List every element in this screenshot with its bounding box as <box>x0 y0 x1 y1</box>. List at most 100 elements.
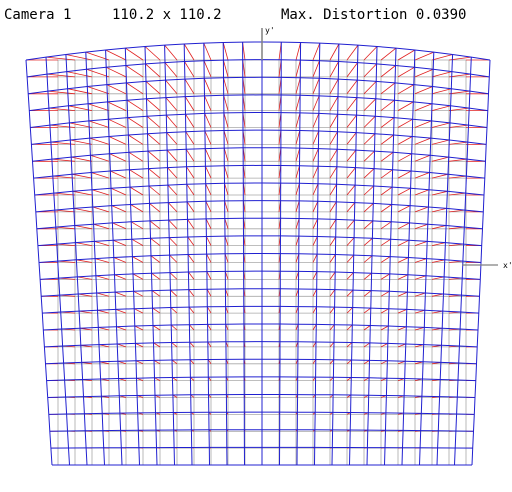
displacement-vector <box>312 253 318 263</box>
displacement-vector <box>146 98 161 111</box>
displacement-vector <box>164 62 178 78</box>
displacement-vector <box>90 154 110 162</box>
displacement-vector <box>363 63 377 78</box>
displacement-vector <box>397 136 413 145</box>
displacement-vector <box>312 289 318 297</box>
displacement-vector <box>94 241 110 246</box>
distorted-row-line <box>42 305 479 314</box>
displacement-vector <box>414 241 428 246</box>
displacement-vector <box>125 65 144 78</box>
displacement-vector <box>397 49 416 61</box>
displacement-vector <box>112 222 127 230</box>
displacement-vector <box>380 99 395 111</box>
displacement-vector <box>295 183 300 196</box>
displacement-vector <box>130 204 144 213</box>
displacement-vector <box>312 78 320 94</box>
displacement-vector <box>126 99 144 111</box>
displacement-vector <box>397 291 408 297</box>
displacement-vector <box>329 236 337 246</box>
displacement-vector <box>363 255 373 263</box>
displacement-vector <box>106 84 127 95</box>
displacement-vector <box>186 166 195 179</box>
displacement-vector <box>93 223 110 230</box>
displacement-vector <box>72 190 93 196</box>
displacement-vector <box>295 147 301 162</box>
displacement-vector <box>363 290 372 297</box>
displacement-vector <box>380 360 388 365</box>
displacement-vector <box>205 201 212 213</box>
displacement-vector <box>380 221 392 230</box>
distorted-row-line <box>41 288 480 297</box>
displacement-vector <box>190 377 195 381</box>
dimensions-readout: 110.2 x 110.2 <box>112 7 222 23</box>
displacement-vector <box>203 60 212 78</box>
displacement-vector <box>363 133 376 145</box>
displacement-vector <box>128 134 144 145</box>
displacement-vector <box>346 97 358 111</box>
displacement-vector <box>329 254 336 263</box>
displacement-vector <box>414 86 433 95</box>
displacement-vector <box>54 209 76 213</box>
y-axis-label: y' <box>265 26 275 35</box>
displacement-vector <box>224 218 229 229</box>
displacement-vector <box>207 324 212 331</box>
displacement-vector <box>448 158 468 162</box>
displacement-vector <box>45 56 76 61</box>
displacement-vector <box>363 115 376 128</box>
displacement-vector <box>144 46 161 61</box>
displacement-vector <box>204 130 212 145</box>
displacement-vector <box>363 185 374 196</box>
displacement-vector <box>346 167 356 179</box>
displacement-vector <box>295 200 300 213</box>
displacement-vector <box>380 343 388 348</box>
header-bar: Camera 1 110.2 x 110.2 Max. Distortion 0… <box>0 0 512 28</box>
displacement-vector <box>329 43 340 61</box>
displacement-vector <box>168 237 178 246</box>
displacement-vector <box>126 82 144 95</box>
displacement-vector <box>397 239 410 246</box>
distorted-row-line <box>45 358 477 365</box>
displacement-vector <box>189 359 195 365</box>
displacement-vector <box>414 189 430 196</box>
displacement-vector <box>380 273 391 280</box>
displacement-vector <box>414 206 429 213</box>
displacement-vector <box>132 256 144 263</box>
displacement-vector <box>380 117 395 128</box>
displacement-vector <box>346 377 352 381</box>
displacement-vector <box>224 183 229 196</box>
displacement-vector <box>346 307 353 314</box>
displacement-vector <box>170 324 178 331</box>
displacement-vector <box>149 220 161 230</box>
displacement-vector <box>96 292 110 297</box>
displacement-vector <box>168 202 178 213</box>
displacement-vector <box>223 77 229 94</box>
displacement-vector <box>109 153 127 162</box>
displacement-vector <box>329 131 338 145</box>
displacement-vector <box>71 156 93 162</box>
x-axis-label: x' <box>503 261 512 270</box>
distorted-row-line <box>27 59 490 78</box>
max-distortion-readout: Max. Distortion 0.0390 <box>281 7 467 23</box>
axes: y' x' <box>261 26 512 270</box>
displacement-vector <box>129 186 144 196</box>
displacement-vector <box>329 271 336 280</box>
displacement-vector <box>346 132 357 145</box>
displacement-vector <box>184 61 195 78</box>
displacement-vector <box>168 219 178 230</box>
displacement-vector <box>448 192 466 196</box>
displacement-vector <box>107 101 127 111</box>
displacement-vector <box>153 342 161 348</box>
displacement-vector <box>148 168 161 179</box>
displacement-vector <box>380 308 389 314</box>
displacement-vector <box>346 272 354 280</box>
displacement-vector <box>129 169 144 179</box>
displacement-vector <box>127 117 144 128</box>
displacement-vector <box>312 95 320 111</box>
distorted-column-line <box>401 49 416 466</box>
displacement-vector <box>397 101 414 111</box>
distorted-row-line <box>48 411 475 415</box>
displacement-vector <box>397 309 407 314</box>
displacement-vector <box>380 238 391 246</box>
displacement-vector <box>187 254 195 263</box>
displacement-vector <box>145 63 161 78</box>
